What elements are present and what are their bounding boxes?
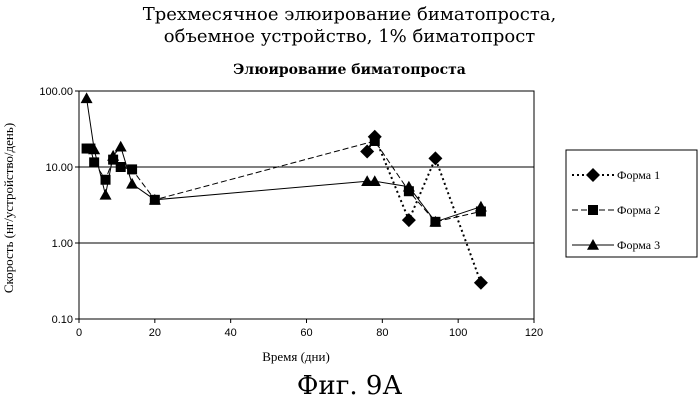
data-point xyxy=(475,201,487,212)
x-tick-label: 20 xyxy=(149,327,161,339)
legend-label: Форма 3 xyxy=(617,238,660,252)
plot-frame xyxy=(79,91,534,319)
y-tick-label: 10.00 xyxy=(45,162,73,174)
series-layer xyxy=(81,92,488,289)
legend-marker xyxy=(588,205,598,215)
y-tick-label: 1.00 xyxy=(52,238,73,250)
series-2 xyxy=(82,136,486,227)
grid-lines xyxy=(79,91,534,319)
x-tick-label: 100 xyxy=(449,327,467,339)
x-tick-label: 60 xyxy=(300,327,312,339)
series-line xyxy=(87,141,481,222)
data-point xyxy=(370,136,380,146)
data-point xyxy=(126,178,138,189)
data-point xyxy=(402,213,416,227)
series-line xyxy=(367,137,481,283)
legend-label: Форма 2 xyxy=(617,203,660,217)
data-point xyxy=(81,92,93,103)
data-point xyxy=(428,151,442,165)
legend-label: Форма 1 xyxy=(617,168,660,182)
legend: Форма 1 Форма 2 Форма 3 xyxy=(566,150,697,257)
axis-ticks: 100.00 10.00 1.00 0.100 20 40 60 80 100 120 xyxy=(39,86,543,339)
data-point xyxy=(360,144,374,158)
y-tick-label: 100.00 xyxy=(39,86,73,98)
x-tick-label: 120 xyxy=(525,327,543,339)
x-tick-label: 80 xyxy=(376,327,388,339)
data-point xyxy=(474,276,488,290)
y-tick-label: 0.10 xyxy=(52,314,73,326)
y-axis-label: Скорость (нг/устройство/день) xyxy=(1,123,16,293)
x-tick-label: 0 xyxy=(76,327,82,339)
series-1 xyxy=(360,130,488,290)
x-tick-label: 40 xyxy=(225,327,237,339)
x-axis-label: Время (дни) xyxy=(262,349,330,364)
figure-caption: Фиг. 9А xyxy=(0,370,699,402)
data-point xyxy=(369,175,381,186)
data-point xyxy=(100,189,112,200)
series-line xyxy=(87,98,481,221)
data-point xyxy=(116,162,126,172)
series-3 xyxy=(81,92,487,226)
data-point xyxy=(115,141,127,152)
